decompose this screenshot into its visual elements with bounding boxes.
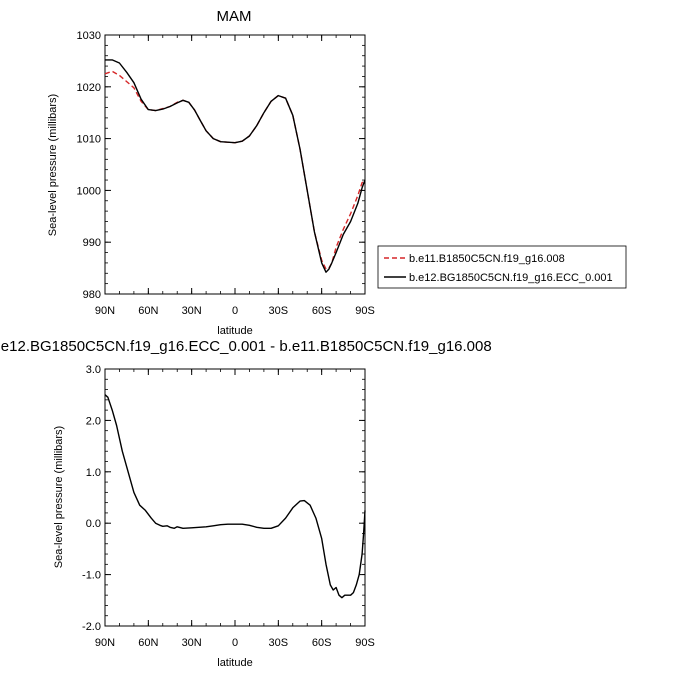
bottom-chart-y-label: Sea-level pressure (millibars): [53, 426, 65, 568]
bottom-chart-x-axis: 90N 60N 30N 0 30S 60S 90S: [95, 369, 375, 649]
bottom-chart-lines: [104, 394, 366, 599]
series-line-1: [104, 394, 366, 599]
legend-box: [377, 245, 627, 289]
bottom-chart-panel: b.e12.BG1850C5CN.f19_g16.ECC_0.001 - b.e…: [0, 338, 492, 669]
legend: b.e11.B1850C5CN.f19_g16.008 b.e12.BG1850…: [377, 245, 627, 289]
top-chart-y-axis: 980 990 1000 1010 1020 1030: [77, 30, 365, 301]
top-chart-frame: [104, 34, 366, 295]
legend-label-series-1: b.e11.B1850C5CN.f19_g16.008: [409, 253, 565, 265]
top-chart-x-label: latitude: [217, 325, 252, 337]
x-tick-label: 30S: [269, 637, 289, 649]
x-tick-label: 60N: [138, 305, 158, 317]
series-line-1: [104, 70, 366, 270]
x-tick-label: 60N: [138, 637, 158, 649]
y-tick-label: 990: [83, 237, 101, 249]
x-tick-label: 90N: [95, 305, 115, 317]
x-tick-label: 0: [232, 637, 238, 649]
series-line-2: [105, 59, 366, 273]
bottom-chart-frame: [104, 368, 366, 627]
bottom-chart-x-label: latitude: [217, 657, 252, 669]
y-tick-label: 2.0: [86, 415, 101, 427]
x-tick-label: 30N: [182, 305, 202, 317]
bottom-chart-y-axis: -2.0 -1.0 0.0 1.0 2.0 3.0: [82, 364, 365, 633]
top-chart-title: MAM: [217, 8, 252, 25]
y-tick-label: 1010: [77, 134, 101, 146]
y-tick-label: 1.0: [86, 467, 101, 479]
y-tick-label: 1000: [77, 185, 101, 197]
x-tick-label: 30S: [269, 305, 289, 317]
top-chart-lines: [104, 59, 366, 273]
y-tick-label: 980: [83, 289, 101, 301]
x-tick-label: 30N: [182, 637, 202, 649]
top-chart-panel: MAM 90N 60N 30N 0 30S 60S 90S 980 990 1000 1010 10…: [47, 8, 627, 337]
legend-label-series-2: b.e12.BG1850C5CN.f19_g16.ECC_0.001: [409, 272, 613, 284]
bottom-chart-title: b.e12.BG1850C5CN.f19_g16.ECC_0.001 - b.e…: [0, 338, 492, 355]
x-tick-label: 90S: [355, 637, 375, 649]
top-chart-y-label: Sea-level pressure (millibars): [47, 94, 59, 236]
y-tick-label: -2.0: [82, 621, 101, 633]
x-tick-label: 0: [232, 305, 238, 317]
y-tick-label: 1030: [77, 30, 101, 42]
y-tick-label: -1.0: [82, 570, 101, 582]
y-tick-label: 3.0: [86, 364, 101, 376]
x-tick-label: 60S: [312, 305, 332, 317]
y-tick-label: 0.0: [86, 518, 101, 530]
x-tick-label: 90N: [95, 637, 115, 649]
x-tick-label: 60S: [312, 637, 332, 649]
top-chart-x-axis: 90N 60N 30N 0 30S 60S 90S: [95, 35, 375, 317]
x-tick-label: 90S: [355, 305, 375, 317]
y-tick-label: 1020: [77, 82, 101, 94]
